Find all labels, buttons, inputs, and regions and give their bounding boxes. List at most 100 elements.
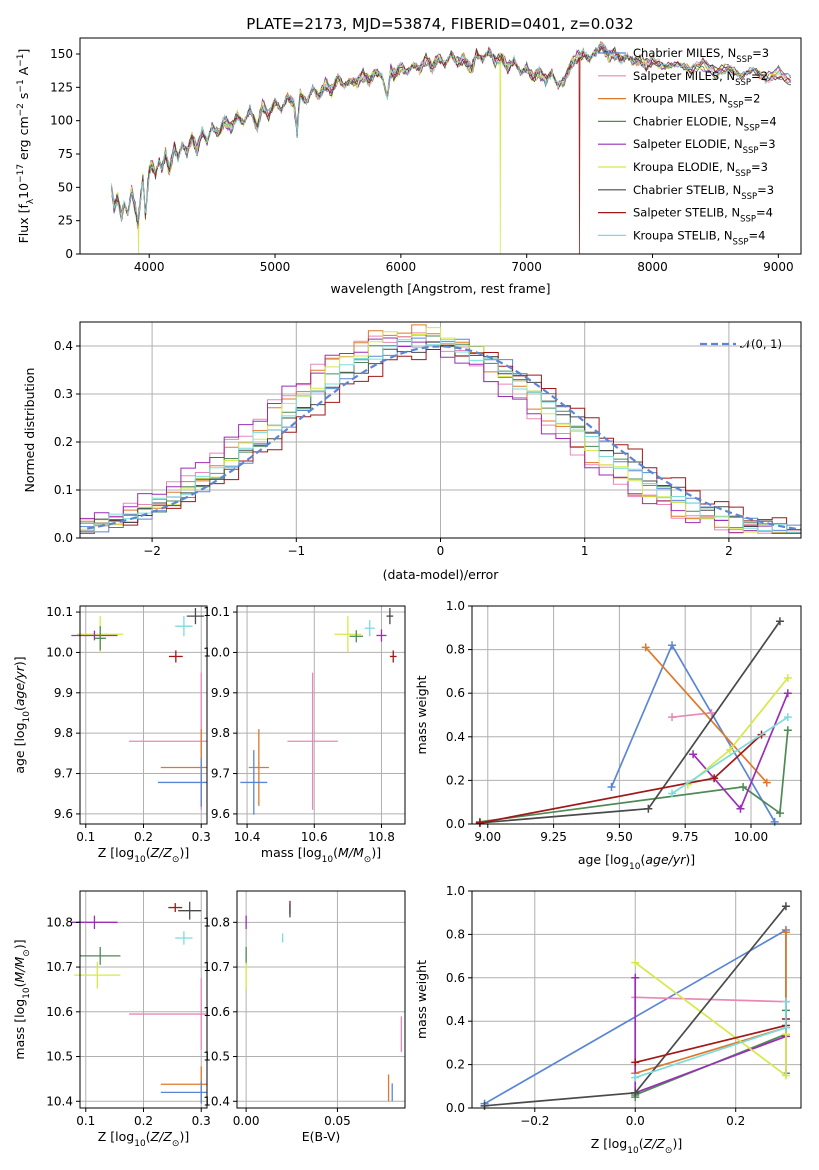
- y-tick-label: 0.0: [446, 1101, 465, 1115]
- label-part: )]: [371, 845, 381, 860]
- plus-marker: [775, 617, 784, 626]
- y-tick-label: 9.6: [54, 807, 73, 821]
- legend-n: =3: [757, 183, 774, 197]
- y-tick-label: 10.7: [203, 960, 230, 974]
- y-tick-label: 100: [50, 114, 73, 128]
- mass-weight-vs-age-panel: 9.00 9.25 9.50 9.75 10.00 0.0 0.2 0.4 0.6 0.8 1.0 a…: [414, 599, 802, 872]
- plus-marker: [781, 1023, 790, 1032]
- label-part: mass [log: [261, 845, 322, 860]
- label-part: −1: [16, 54, 26, 67]
- y-tick-label: 0.4: [446, 730, 465, 744]
- histogram-steps: [80, 345, 801, 534]
- x-axis-label: E(B-V): [302, 1129, 341, 1144]
- plus-marker: [781, 997, 790, 1006]
- x-tick-label: 5000: [260, 260, 291, 274]
- y-tick-label: 25: [58, 214, 73, 228]
- spectrum-line: [111, 46, 791, 224]
- legend-n: =3: [759, 137, 776, 151]
- mass-vs-ebv-panel: 0.00 0.05 10.4 10.5 10.6 10.7 10.8 E(B-V): [203, 890, 406, 1144]
- legend-sub: SSP: [744, 123, 760, 133]
- label-part: )]: [12, 656, 27, 666]
- legend-sub: SSP: [735, 78, 751, 88]
- axes-frame: [471, 605, 802, 825]
- y-tick-label: 10.4: [46, 1094, 73, 1108]
- x-tick-label: 10.6: [301, 830, 328, 844]
- plus-marker: [631, 1073, 640, 1082]
- mass-weight-line: [479, 733, 763, 824]
- plus-marker: [710, 774, 719, 783]
- spectrum-line: [111, 42, 792, 222]
- label-part: age/yr: [12, 665, 27, 706]
- legend-n: =4: [748, 228, 765, 242]
- plus-marker: [736, 804, 745, 813]
- label-part: 10: [322, 855, 334, 865]
- legend-n: =4: [756, 206, 773, 220]
- x-tick-label: 0.3: [192, 1114, 211, 1128]
- label-part: 10: [134, 1139, 146, 1149]
- label-part: Z [log: [98, 1129, 134, 1144]
- legend-label: Chabrier STELIB, NSSP=3: [633, 183, 774, 202]
- residual-histogram-panel: 𝒩(0, 1) −2 −1 0 1 2 0.0 0.1 0.2 0.3 0.4 (data-model…: [22, 321, 802, 582]
- x-tick-label: 0.1: [76, 1114, 95, 1128]
- y-tick-label: 50: [58, 180, 73, 194]
- label-part: 10: [16, 183, 31, 199]
- y-tick-label: 10.4: [203, 1094, 230, 1108]
- x-tick-label: 0.3: [192, 830, 211, 844]
- y-tick-label: 0.2: [446, 773, 465, 787]
- label-part: −2: [16, 103, 26, 116]
- y-tick-label: 125: [50, 80, 73, 94]
- legend-n: =3: [751, 160, 768, 174]
- label-part: (: [333, 845, 338, 860]
- label-part: Z [log: [591, 1136, 627, 1151]
- label-part: 10: [22, 987, 32, 999]
- label-part: s: [16, 93, 31, 104]
- age-vs-mass-panel: 10.4 10.6 10.8 9.6 9.7 9.8 9.9 10.0 10.1 mass [lo…: [203, 605, 406, 865]
- plus-marker: [725, 745, 734, 754]
- x-axis-label: mass [log10(M/M⊙)]: [261, 845, 381, 865]
- label-part: ]: [16, 49, 31, 54]
- y-tick-label: 1.0: [446, 884, 465, 898]
- label-part: age [log: [578, 852, 629, 867]
- label-part: M/M: [338, 845, 364, 860]
- x-tick-label: 8000: [637, 260, 668, 274]
- y-tick-label: 0.2: [54, 435, 73, 449]
- label-part: (: [146, 845, 151, 860]
- x-tick-label: 4000: [134, 260, 165, 274]
- plus-marker: [631, 1088, 640, 1097]
- label-part: −1: [16, 79, 26, 92]
- label-part: )]: [12, 939, 27, 949]
- label-part: (: [146, 1129, 151, 1144]
- y-tick-label: 0.0: [54, 531, 73, 545]
- label-part: ⊙: [665, 1146, 673, 1156]
- y-tick-label: 0.3: [54, 387, 73, 401]
- mass-weight-line: [634, 961, 787, 1078]
- y-tick-label: 9.8: [54, 726, 73, 740]
- spectrum-line: [111, 45, 792, 230]
- legend-label: Salpeter ELODIE, NSSP=3: [633, 137, 776, 156]
- y-tick-label: 9.7: [54, 767, 73, 781]
- x-tick-label: 0.2: [134, 830, 153, 844]
- legend-sub: SSP: [741, 192, 757, 202]
- legend-label: Salpeter MILES, NSSP=2: [633, 69, 768, 88]
- x-tick-label: −0.2: [520, 1114, 549, 1128]
- label-part: λ: [26, 198, 36, 204]
- y-axis-label: age [log10(age/yr)]: [12, 656, 32, 773]
- plus-marker: [607, 782, 616, 791]
- legend-text: Salpeter STELIB, N: [633, 206, 740, 220]
- y-tick-label: 0.1: [54, 483, 73, 497]
- y-tick-label: 10.8: [46, 915, 73, 929]
- label-part: A: [16, 66, 31, 79]
- label-part: Flux [f: [16, 204, 31, 244]
- legend-n: =4: [760, 114, 777, 128]
- mass-weight-vs-metallicity-panel: −0.2 0.0 0.2 0.0 0.2 0.4 0.6 0.8 1.0 Z [log10(Z/Z…: [414, 884, 802, 1156]
- label-part: ⊙: [22, 949, 32, 957]
- mass-weight-line: [645, 646, 768, 784]
- x-tick-label: 0.2: [134, 1114, 153, 1128]
- legend-sub: SSP: [743, 146, 759, 156]
- y-tick-label: 9.9: [54, 686, 73, 700]
- y-axis-label: Normed distribution: [22, 368, 37, 493]
- y-tick-label: 10.7: [46, 960, 73, 974]
- legend-label: Chabrier ELODIE, NSSP=4: [633, 114, 777, 133]
- axes-frame: [79, 37, 802, 255]
